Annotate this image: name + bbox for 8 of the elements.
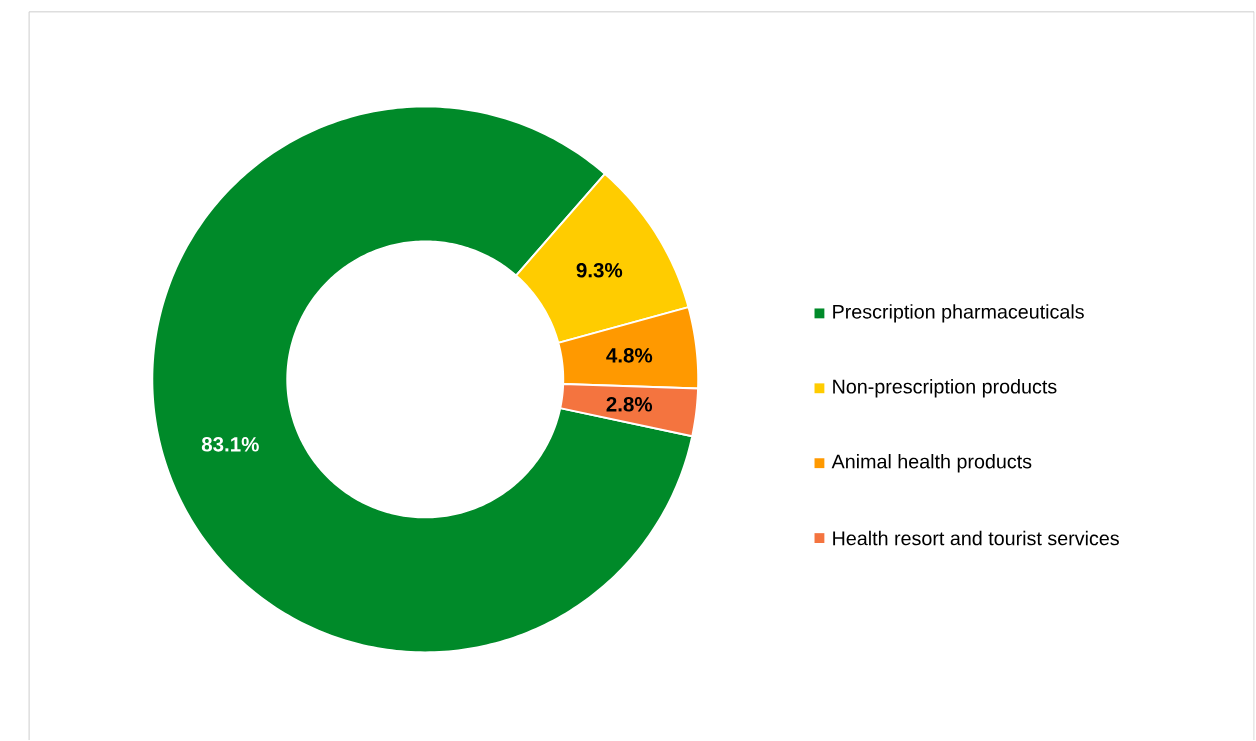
legend-label: Non-prescription products bbox=[833, 379, 1057, 398]
legend-label: Health resort and tourist services bbox=[833, 531, 1119, 546]
data-label: 2.8% bbox=[606, 397, 653, 412]
legend-label: Animal health products bbox=[831, 454, 1032, 473]
data-label: 83.1% bbox=[201, 437, 259, 452]
legend-label: Prescription pharmaceuticals bbox=[833, 304, 1084, 323]
data-label: 4.8% bbox=[606, 348, 653, 363]
data-label: 9.3% bbox=[576, 263, 623, 278]
